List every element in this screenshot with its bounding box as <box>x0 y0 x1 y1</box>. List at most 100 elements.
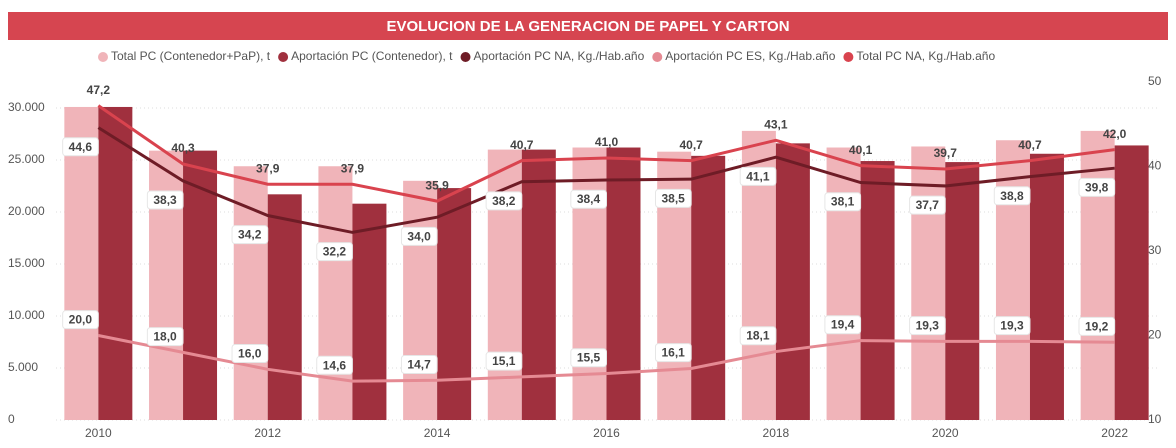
legend-marker <box>843 52 854 62</box>
label-box <box>655 343 692 363</box>
legend: Total PC (Contenedor+PaP), t Aportación P… <box>98 49 995 63</box>
label-box <box>570 348 608 368</box>
bar <box>1080 130 1115 420</box>
data-label: 40,7 <box>510 138 534 152</box>
label-box <box>146 327 184 347</box>
label-box <box>316 242 353 262</box>
data-label-group: 15,5 <box>570 348 608 368</box>
label-box <box>993 186 1031 206</box>
label-box <box>570 189 608 209</box>
data-label-group: 40,7 <box>680 138 704 152</box>
label-box <box>62 310 99 330</box>
label-box <box>485 351 523 371</box>
data-label-group: 40,7 <box>510 138 534 152</box>
label-box <box>400 226 438 246</box>
bar <box>691 155 726 420</box>
data-label-group: 14,6 <box>316 355 353 375</box>
data-label: 19,3 <box>916 319 940 333</box>
data-label: 19,4 <box>831 318 855 332</box>
bar <box>1029 153 1064 420</box>
label-box <box>485 191 523 211</box>
data-label-group: 34,2 <box>231 225 269 245</box>
data-label: 16,1 <box>662 346 686 360</box>
label-box <box>1078 177 1116 197</box>
legend-label: Aportación PC ES, Kg./Hab.año <box>665 49 835 63</box>
legend-marker <box>98 52 108 62</box>
data-label: 38,3 <box>153 193 177 207</box>
data-label-group: 42,0 <box>1103 127 1127 141</box>
bar <box>606 147 641 420</box>
line <box>98 334 1115 383</box>
bar <box>860 161 895 421</box>
bar <box>267 194 302 420</box>
data-label: 43,1 <box>764 117 788 131</box>
y2-tick-label: 30 <box>1148 243 1162 257</box>
data-label: 19,3 <box>1000 319 1024 333</box>
data-label: 15,1 <box>492 354 516 368</box>
data-label-group: 43,1 <box>764 117 788 131</box>
data-label: 34,0 <box>407 229 431 243</box>
data-label: 35,9 <box>425 178 449 192</box>
label-box <box>739 166 777 186</box>
data-label-group: 40,7 <box>1018 138 1042 152</box>
bar <box>352 203 387 420</box>
bar <box>1114 145 1149 420</box>
data-label-group: 37,9 <box>341 161 365 175</box>
data-label-group: 38,5 <box>655 188 692 208</box>
bar <box>98 106 133 421</box>
data-label: 32,2 <box>323 245 347 259</box>
line <box>97 126 1115 234</box>
data-label-group: 39,8 <box>1078 177 1116 197</box>
label-box <box>824 192 862 212</box>
label-box <box>400 354 438 374</box>
chart-title: EVOLUCION DE LA GENERACION DE PAPEL Y CA… <box>386 18 789 35</box>
x-tick-label: 2022 <box>1101 426 1128 440</box>
data-label: 37,9 <box>341 161 365 175</box>
title-banner <box>8 12 1168 40</box>
data-label: 39,8 <box>1085 180 1109 194</box>
data-label-group: 40,1 <box>849 143 873 157</box>
label-box <box>231 343 269 363</box>
data-label: 37,9 <box>256 161 280 175</box>
data-label: 40,7 <box>680 138 704 152</box>
y2-tick-label: 50 <box>1148 74 1162 88</box>
data-label: 19,2 <box>1085 319 1109 333</box>
data-label: 38,5 <box>662 191 686 205</box>
label-box <box>231 225 269 245</box>
data-label-group: 38,3 <box>146 190 184 210</box>
data-label-group: 41,0 <box>595 135 619 149</box>
data-label-group: 40,3 <box>171 141 195 155</box>
data-label: 38,2 <box>492 194 516 208</box>
data-label-group: 41,1 <box>739 166 777 186</box>
data-label-group: 37,9 <box>256 161 280 175</box>
x-tick-label: 2018 <box>763 426 790 440</box>
y-tick-label: 10.000 <box>8 308 45 322</box>
y2-tick-label: 40 <box>1148 159 1162 173</box>
data-label: 15,5 <box>577 351 601 365</box>
label-box <box>739 326 777 346</box>
x-tick-label: 2012 <box>254 426 281 440</box>
data-label-group: 19,3 <box>909 316 946 336</box>
label-box <box>316 355 353 375</box>
data-label-group: 38,1 <box>824 192 862 212</box>
data-label-group: 19,4 <box>824 315 862 335</box>
x-tick-label: 2014 <box>424 426 451 440</box>
y-tick-label: 15.000 <box>8 256 45 270</box>
label-box <box>909 195 946 215</box>
bar <box>995 140 1030 421</box>
line <box>97 104 1115 203</box>
label-box <box>655 188 692 208</box>
data-label: 20,0 <box>69 313 93 327</box>
bar <box>64 106 99 421</box>
data-label: 40,1 <box>849 143 873 157</box>
label-box <box>824 315 862 335</box>
data-label: 14,6 <box>323 358 347 372</box>
bar <box>521 149 556 420</box>
data-label-group: 19,2 <box>1078 316 1116 336</box>
y-tick-label: 20.000 <box>8 204 45 218</box>
data-label: 37,7 <box>916 198 940 212</box>
data-label: 38,8 <box>1000 189 1024 203</box>
bar <box>911 146 946 421</box>
data-label-group: 14,7 <box>400 354 438 374</box>
